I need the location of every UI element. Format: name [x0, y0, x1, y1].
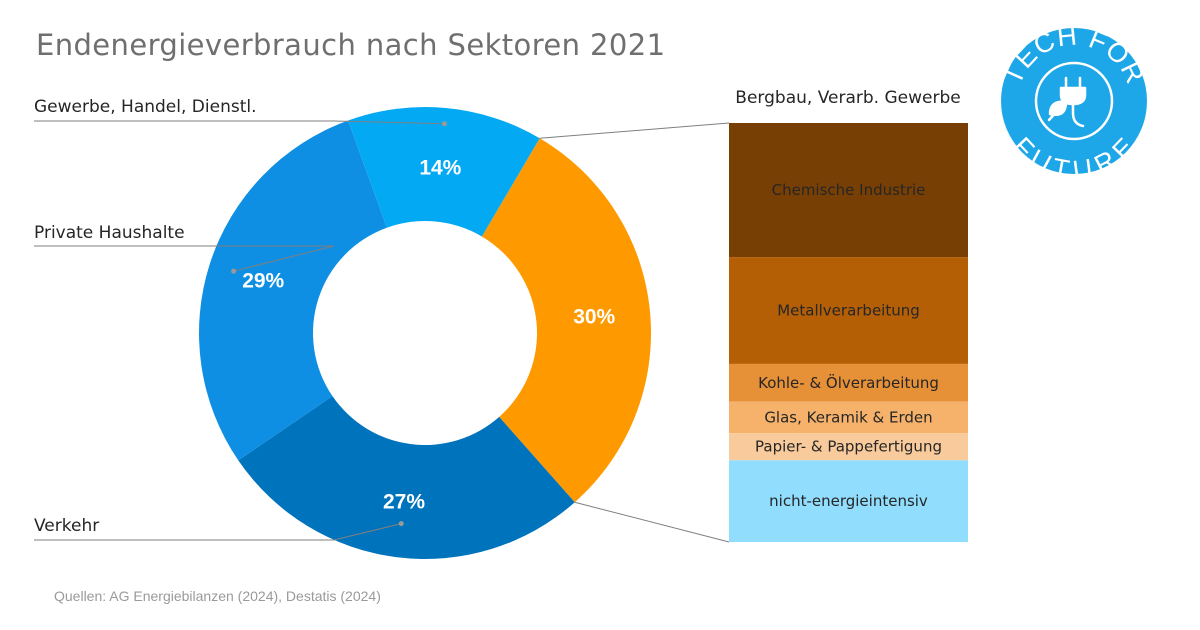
leader-dot-verkehr [398, 521, 404, 527]
bar-segment-metallverarbeitung [729, 257, 968, 364]
donut-slice-verkehr [238, 396, 575, 559]
category-labels: Verkehr Private Haushalte Gewerbe, Handel,… [34, 97, 447, 541]
leader-dot-gewerbe-handel-dienstl [441, 121, 447, 127]
category-label-gewerbe-handel-dienstl: Gewerbe, Handel, Dienstl. [34, 97, 257, 117]
donut-slice-bergbau-verarb-gewerbe [481, 138, 652, 503]
leader-line-gewerbe-handel-dienstl-tail [333, 120, 445, 125]
leader-dot-private-haushalte [231, 268, 237, 274]
bar-label-metallverarbeitung: Metallverarbeitung [777, 302, 920, 320]
donut-slice-private-haushalte [199, 120, 387, 461]
connector-bottom [574, 501, 730, 543]
chart-title: Endenergieverbrauch nach Sektoren 2021 [36, 28, 666, 62]
source-note: Quellen: AG Energiebilanzen (2024), Dest… [54, 588, 381, 604]
leader-line-verkehr-tail [333, 523, 402, 541]
bar-segment-kohle-olverarbeitung [729, 363, 968, 402]
data-label-private-haushalte: 29% [242, 270, 284, 293]
data-label-gewerbe-handel-dienstl: 14% [419, 157, 461, 180]
leader-line-private-haushalte-tail [233, 245, 335, 272]
category-label-verkehr: Verkehr [34, 516, 99, 536]
bar-label-kohle-olverarbeitung: Kohle- & Ölverarbeitung [758, 373, 939, 392]
bar-segment-glas-keramik-erden [729, 401, 968, 434]
bar-label-glas-keramik-erden: Glas, Keramik & Erden [764, 408, 932, 426]
donut-slice-gewerbe-handel-dienstl [348, 106, 540, 237]
bar-label-papier-pappefertigung: Papier- & Pappefertigung [755, 438, 942, 456]
breakdown-title: Bergbau, Verarb. Gewerbe [735, 88, 960, 108]
data-label-bergbau-verarb-gewerbe: 30% [573, 306, 615, 329]
donut-chart: 30% 27% 29% 14% [199, 106, 652, 559]
bar-label-chemische-industrie: Chemische Industrie [772, 181, 926, 199]
connector-top [539, 122, 730, 139]
breakdown-bar: Chemische Industrie Metallverarbeitung Koh… [729, 123, 968, 542]
category-label-private-haushalte: Private Haushalte [34, 223, 185, 243]
bar-segment-papier-pappefertigung [729, 433, 968, 461]
tech-for-future-logo: TECH FOR FUTURE [997, 20, 1149, 185]
bar-label-nicht-energieintensiv: nicht-energieintensiv [769, 492, 928, 510]
bar-segment-chemische-industrie [729, 123, 968, 258]
breakdown-connectors [539, 122, 730, 543]
logo-inner-ring [1034, 61, 1114, 141]
plug-leaf-icon [1047, 76, 1087, 128]
data-label-verkehr: 27% [383, 491, 425, 514]
bar-segment-nicht-energieintensiv [729, 460, 968, 542]
